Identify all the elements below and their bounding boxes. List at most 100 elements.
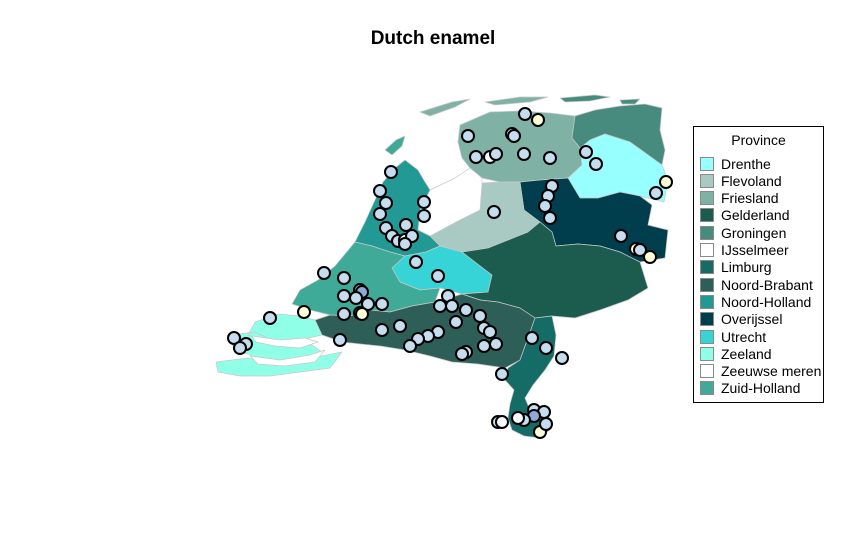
- legend-label: Noord-Holland: [721, 293, 812, 310]
- legend-item: Friesland: [700, 190, 779, 207]
- find-site-marker: [398, 237, 412, 251]
- find-site-marker: [555, 351, 569, 365]
- find-site-marker: [449, 315, 463, 329]
- legend-item: Zeeland: [700, 345, 772, 362]
- legend-item: Zuid-Holland: [700, 380, 801, 397]
- find-site-marker: [403, 339, 417, 353]
- legend-item: Noord-Brabant: [700, 276, 813, 293]
- lake-zeeuwse-meren: [249, 335, 326, 367]
- legend-swatch: [700, 346, 714, 361]
- find-site-marker: [517, 147, 531, 161]
- find-site-marker: [531, 113, 545, 127]
- legend-label: IJsselmeer: [721, 242, 789, 258]
- legend-label: Utrecht: [721, 328, 767, 345]
- find-site-marker: [507, 129, 521, 143]
- find-site-marker: [455, 347, 469, 361]
- find-site-marker: [538, 199, 552, 213]
- find-site-marker: [489, 147, 503, 161]
- find-site-marker: [525, 331, 539, 345]
- find-site-marker: [337, 289, 351, 303]
- legend-item: Zeeuwse meren: [700, 363, 822, 380]
- legend-swatch: [700, 191, 714, 206]
- legend-swatch: [700, 312, 714, 327]
- legend-swatch: [700, 225, 714, 240]
- legend-item: Flevoland: [700, 172, 782, 189]
- find-site-marker: [483, 325, 497, 339]
- legend-label: Zeeland: [721, 345, 772, 362]
- find-site-marker: [373, 207, 387, 221]
- find-site-marker: [373, 184, 387, 198]
- find-site-marker: [539, 341, 553, 355]
- find-site-marker: [333, 333, 347, 347]
- find-site-marker: [643, 250, 657, 264]
- find-site-marker: [614, 229, 628, 243]
- find-site-marker: [375, 297, 389, 311]
- find-site-marker: [431, 269, 445, 283]
- find-site-marker: [445, 299, 459, 313]
- find-site-marker: [495, 415, 509, 429]
- find-site-marker: [375, 323, 389, 337]
- legend-label: Overijssel: [721, 311, 783, 328]
- find-site-marker: [543, 211, 557, 225]
- find-site-marker: [461, 129, 475, 143]
- find-site-marker: [489, 337, 503, 351]
- find-site-marker: [417, 209, 431, 223]
- legend-label: Flevoland: [721, 172, 782, 189]
- province-friesland: [457, 110, 583, 183]
- legend-item: IJsselmeer: [700, 242, 789, 258]
- legend-swatch: [700, 329, 714, 344]
- find-site-marker: [361, 297, 375, 311]
- find-site-marker: [511, 411, 525, 425]
- legend-title: Province: [731, 132, 786, 148]
- legend-swatch: [700, 381, 714, 396]
- find-site-marker: [518, 107, 532, 121]
- find-site-marker: [579, 145, 593, 159]
- legend-label: Zuid-Holland: [721, 380, 801, 397]
- find-site-marker: [543, 151, 557, 165]
- legend-swatch: [700, 208, 714, 223]
- legend-swatch: [700, 260, 714, 275]
- find-site-marker: [384, 165, 398, 179]
- find-site-marker: [317, 266, 331, 280]
- legend-item: Groningen: [700, 224, 787, 241]
- legend-label: Friesland: [721, 190, 779, 207]
- find-site-marker: [227, 331, 241, 345]
- find-site-marker: [297, 305, 311, 319]
- region-wadden-islands: [384, 135, 406, 156]
- legend-swatch: [700, 277, 714, 292]
- find-site-marker: [589, 157, 603, 171]
- legend-item: Utrecht: [700, 328, 767, 345]
- find-site-marker: [399, 218, 413, 232]
- legend-item: Limburg: [700, 259, 772, 276]
- find-site-marker: [495, 367, 509, 381]
- map-title: Dutch enamel: [370, 28, 496, 49]
- find-site-marker: [263, 311, 277, 325]
- find-site-marker: [349, 291, 363, 305]
- find-site-marker: [393, 319, 407, 333]
- legend-label: Groningen: [721, 224, 787, 241]
- legend-swatch: [700, 294, 714, 309]
- find-site-marker: [233, 341, 247, 355]
- region-wadden-groningen: [559, 94, 641, 105]
- legend-label: Zeeuwse meren: [721, 363, 822, 380]
- find-site-marker: [433, 299, 447, 313]
- find-site-marker: [379, 196, 393, 210]
- find-site-marker: [469, 150, 483, 164]
- find-site-marker: [633, 243, 647, 257]
- find-site-marker: [539, 417, 553, 431]
- find-site-marker: [355, 307, 369, 321]
- legend-swatch: [700, 173, 714, 188]
- region-wadden-islands-north: [419, 96, 549, 117]
- legend-label: Limburg: [721, 259, 772, 276]
- legend: Province Drenthe Flevoland Friesland Gelder…: [693, 126, 824, 403]
- legend-swatch: [700, 156, 714, 171]
- legend-label: Noord-Brabant: [721, 276, 813, 293]
- find-site-marker: [459, 303, 473, 317]
- find-site-marker: [477, 339, 491, 353]
- find-site-marker: [659, 175, 673, 189]
- legend-label: Gelderland: [721, 207, 790, 224]
- find-site-marker: [473, 309, 487, 323]
- legend-item: Drenthe: [700, 156, 771, 172]
- find-site-marker: [337, 271, 351, 285]
